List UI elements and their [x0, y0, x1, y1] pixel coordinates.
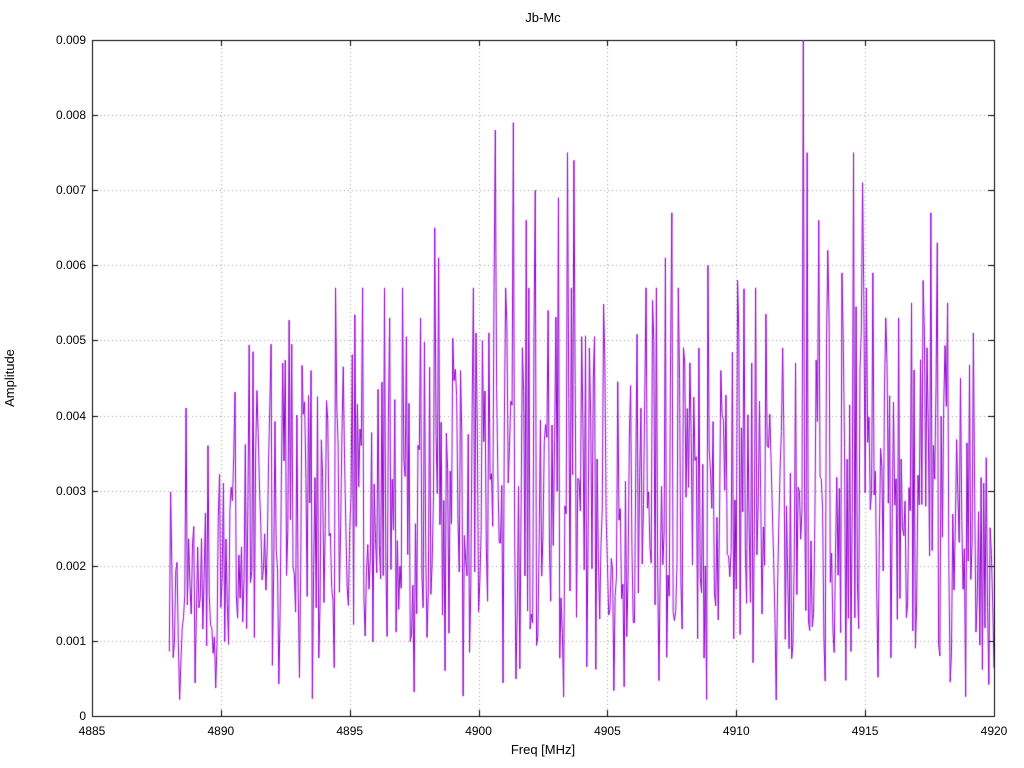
x-tick-label: 4915	[851, 724, 879, 738]
x-tick-label: 4910	[722, 724, 750, 738]
y-tick-label: 0.004	[55, 408, 86, 423]
y-tick-label: 0.008	[55, 108, 86, 123]
y-tick-label: 0.007	[55, 183, 86, 198]
x-axis-label: Freq [MHz]	[510, 742, 576, 757]
x-tick-label: 4900	[465, 724, 492, 738]
chart-title: Jb-Mc	[525, 10, 561, 25]
x-tick-label: 4920	[980, 724, 1008, 738]
y-tick-label: 0.001	[55, 633, 86, 648]
y-tick-label: 0	[79, 709, 86, 723]
y-tick-label: 0.009	[55, 33, 86, 47]
x-tick-label: 4895	[336, 724, 364, 738]
y-tick-label: 0.003	[55, 483, 86, 498]
y-tick-label: 0.002	[55, 558, 86, 573]
x-tick-label: 4905	[594, 724, 621, 738]
y-tick-label: 0.006	[55, 258, 86, 273]
x-tick-label: 4885	[78, 724, 106, 738]
y-tick-label: 0.005	[55, 333, 86, 348]
x-tick-label: 4890	[207, 724, 235, 738]
